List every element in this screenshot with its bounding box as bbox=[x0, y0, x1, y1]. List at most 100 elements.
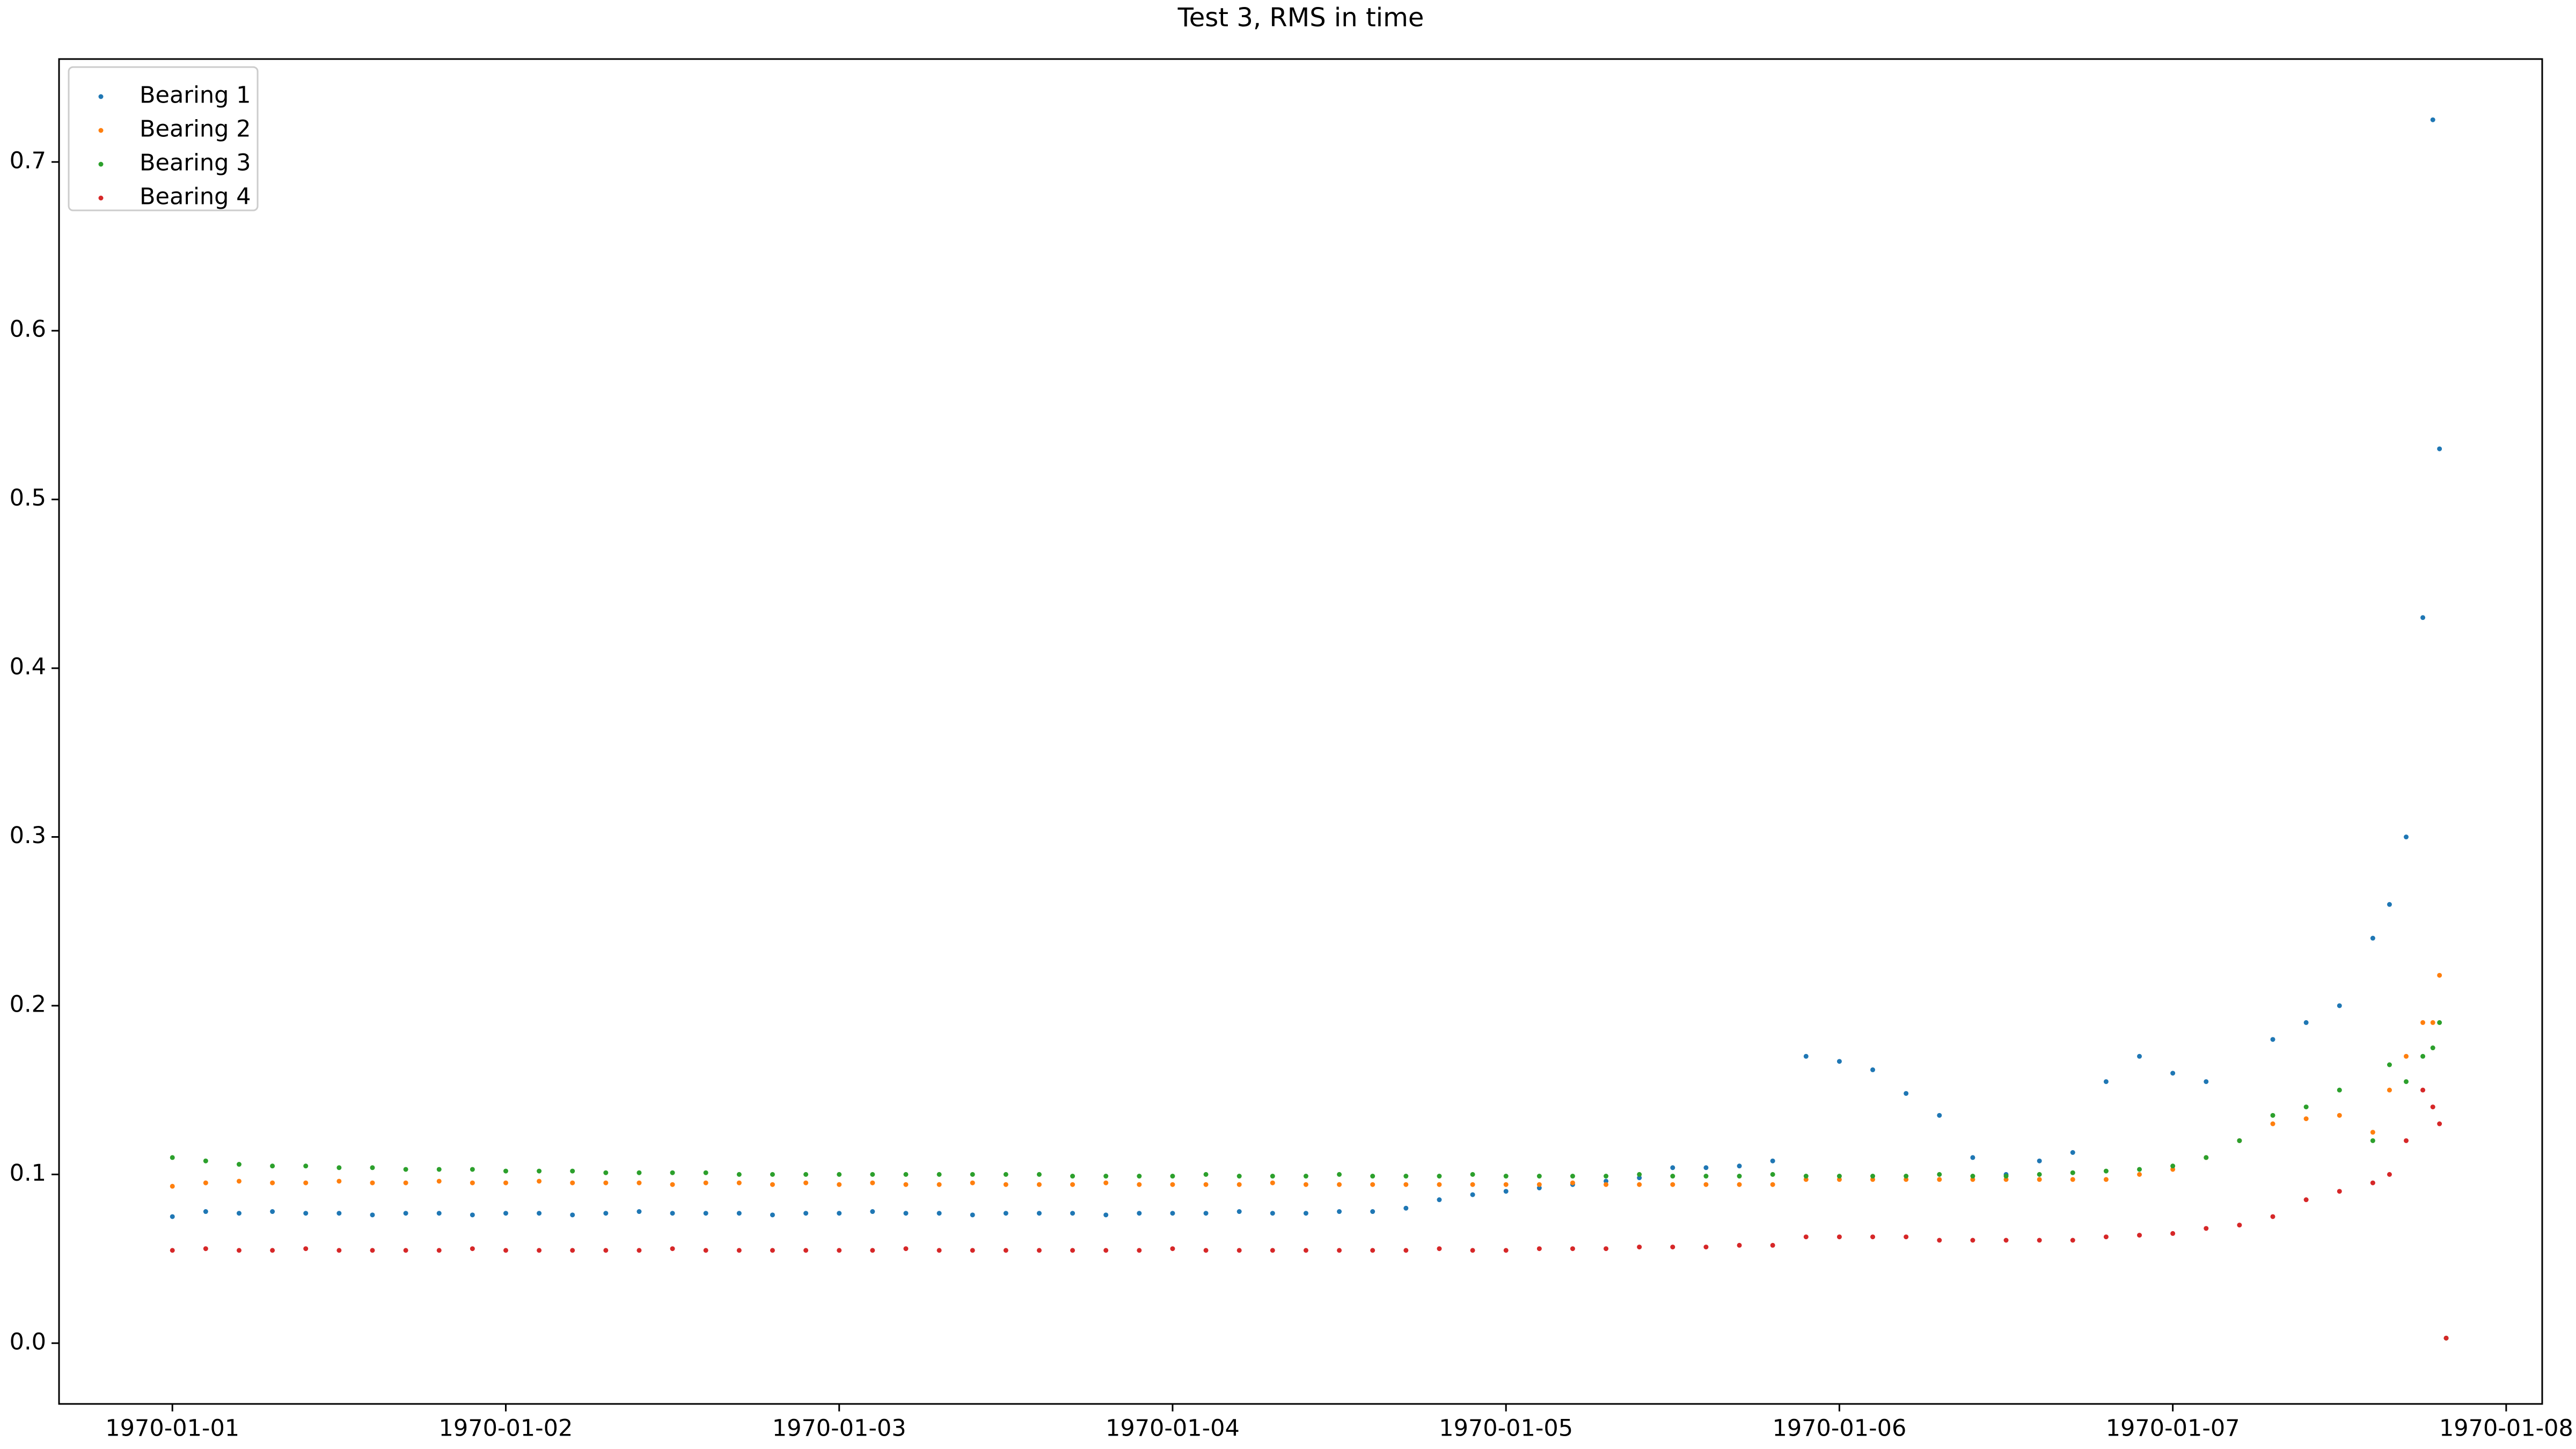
point bbox=[1737, 1242, 1742, 1248]
point bbox=[403, 1248, 408, 1253]
point bbox=[1137, 1211, 1142, 1216]
point bbox=[1036, 1248, 1042, 1253]
point bbox=[970, 1180, 975, 1185]
point bbox=[2420, 1053, 2426, 1059]
point bbox=[1703, 1182, 1709, 1187]
point bbox=[1070, 1211, 1075, 1216]
point bbox=[2370, 1130, 2375, 1135]
point bbox=[1236, 1182, 1242, 1187]
point bbox=[2337, 1003, 2342, 1008]
legend-label: Bearing 2 bbox=[140, 116, 251, 143]
point bbox=[2303, 1116, 2309, 1122]
point bbox=[2237, 1138, 2242, 1143]
x-tick-label: 1970-01-01 bbox=[105, 1415, 239, 1442]
point bbox=[603, 1170, 609, 1175]
point bbox=[1503, 1174, 1509, 1179]
point bbox=[1937, 1238, 1942, 1243]
point bbox=[1270, 1174, 1275, 1179]
point bbox=[2103, 1177, 2109, 1182]
point bbox=[2437, 1020, 2442, 1025]
point bbox=[270, 1248, 275, 1253]
point bbox=[1303, 1248, 1308, 1253]
point bbox=[1604, 1174, 1609, 1179]
point bbox=[2170, 1163, 2176, 1169]
point bbox=[1637, 1175, 1642, 1181]
point bbox=[2170, 1071, 2176, 1076]
point bbox=[803, 1211, 809, 1216]
point bbox=[1270, 1180, 1275, 1185]
point bbox=[1203, 1248, 1209, 1253]
point bbox=[1203, 1211, 1209, 1216]
point bbox=[1870, 1174, 1876, 1179]
point bbox=[936, 1211, 942, 1216]
point bbox=[2404, 1053, 2409, 1059]
point bbox=[1637, 1182, 1642, 1187]
point bbox=[336, 1165, 342, 1170]
point bbox=[1703, 1174, 1709, 1179]
point bbox=[2270, 1214, 2275, 1219]
point bbox=[503, 1180, 508, 1185]
point bbox=[2430, 1104, 2435, 1110]
point bbox=[203, 1158, 208, 1163]
point bbox=[1170, 1174, 1175, 1179]
point bbox=[903, 1211, 909, 1216]
point bbox=[1070, 1174, 1075, 1179]
point bbox=[170, 1183, 175, 1189]
point bbox=[2387, 1172, 2392, 1177]
point bbox=[670, 1182, 675, 1187]
point bbox=[2430, 1045, 2435, 1051]
point bbox=[2404, 835, 2409, 840]
point bbox=[736, 1248, 742, 1253]
point bbox=[1070, 1182, 1075, 1187]
point bbox=[636, 1170, 642, 1175]
point bbox=[2137, 1172, 2142, 1177]
point bbox=[1937, 1177, 1942, 1182]
point bbox=[2204, 1079, 2209, 1084]
point bbox=[2137, 1233, 2142, 1238]
x-tick-label: 1970-01-02 bbox=[439, 1415, 573, 1442]
x-tick-label: 1970-01-03 bbox=[772, 1415, 906, 1442]
point bbox=[403, 1180, 408, 1185]
point bbox=[2037, 1172, 2042, 1177]
point bbox=[236, 1211, 241, 1216]
point bbox=[1003, 1172, 1008, 1177]
point bbox=[2437, 1121, 2442, 1126]
point bbox=[670, 1211, 675, 1216]
point bbox=[303, 1180, 309, 1185]
point bbox=[2003, 1177, 2009, 1182]
point bbox=[636, 1180, 642, 1185]
point bbox=[2370, 1180, 2375, 1185]
legend-marker bbox=[98, 162, 104, 167]
point bbox=[1103, 1248, 1109, 1253]
point bbox=[936, 1172, 942, 1177]
point bbox=[236, 1248, 241, 1253]
point bbox=[203, 1209, 208, 1214]
point bbox=[703, 1170, 708, 1175]
point bbox=[537, 1179, 542, 1184]
x-tick-label: 1970-01-04 bbox=[1106, 1415, 1240, 1442]
point bbox=[603, 1180, 609, 1185]
point bbox=[1970, 1238, 1975, 1243]
point bbox=[1403, 1248, 1409, 1253]
point bbox=[1803, 1053, 1809, 1059]
point bbox=[603, 1248, 609, 1253]
point bbox=[1637, 1245, 1642, 1250]
point bbox=[1770, 1242, 1775, 1248]
point bbox=[2370, 1138, 2375, 1143]
point bbox=[703, 1211, 708, 1216]
point bbox=[1470, 1182, 1475, 1187]
point bbox=[203, 1246, 208, 1252]
point bbox=[470, 1246, 475, 1252]
point bbox=[1370, 1174, 1375, 1179]
point bbox=[1604, 1179, 1609, 1184]
point bbox=[570, 1248, 575, 1253]
point bbox=[1437, 1182, 1442, 1187]
point bbox=[1203, 1172, 1209, 1177]
point bbox=[1303, 1174, 1308, 1179]
legend-marker bbox=[98, 94, 104, 99]
x-tick-label: 1970-01-05 bbox=[1439, 1415, 1573, 1442]
point bbox=[603, 1211, 609, 1216]
point bbox=[1370, 1248, 1375, 1253]
point bbox=[1270, 1211, 1275, 1216]
chart-title: Test 3, RMS in time bbox=[1177, 3, 1424, 33]
